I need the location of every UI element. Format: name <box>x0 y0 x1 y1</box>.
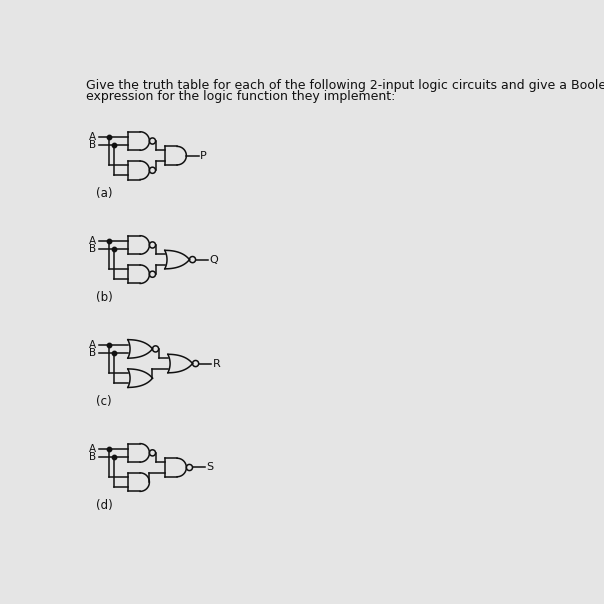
Text: S: S <box>207 463 213 472</box>
Text: A: A <box>89 236 96 246</box>
Text: (c): (c) <box>96 395 112 408</box>
Text: (a): (a) <box>96 187 113 200</box>
Text: A: A <box>89 340 96 350</box>
Text: A: A <box>89 444 96 454</box>
Text: expression for the logic function they implement:: expression for the logic function they i… <box>86 90 396 103</box>
Text: P: P <box>200 150 207 161</box>
Text: B: B <box>89 244 96 254</box>
Text: B: B <box>89 452 96 461</box>
Text: R: R <box>213 359 220 368</box>
Text: B: B <box>89 140 96 150</box>
Text: Q: Q <box>210 255 218 265</box>
Text: (d): (d) <box>96 499 113 512</box>
Text: Give the truth table for each of the following 2-input logic circuits and give a: Give the truth table for each of the fol… <box>86 79 604 92</box>
Text: (b): (b) <box>96 291 113 304</box>
Text: B: B <box>89 348 96 358</box>
Text: A: A <box>89 132 96 142</box>
